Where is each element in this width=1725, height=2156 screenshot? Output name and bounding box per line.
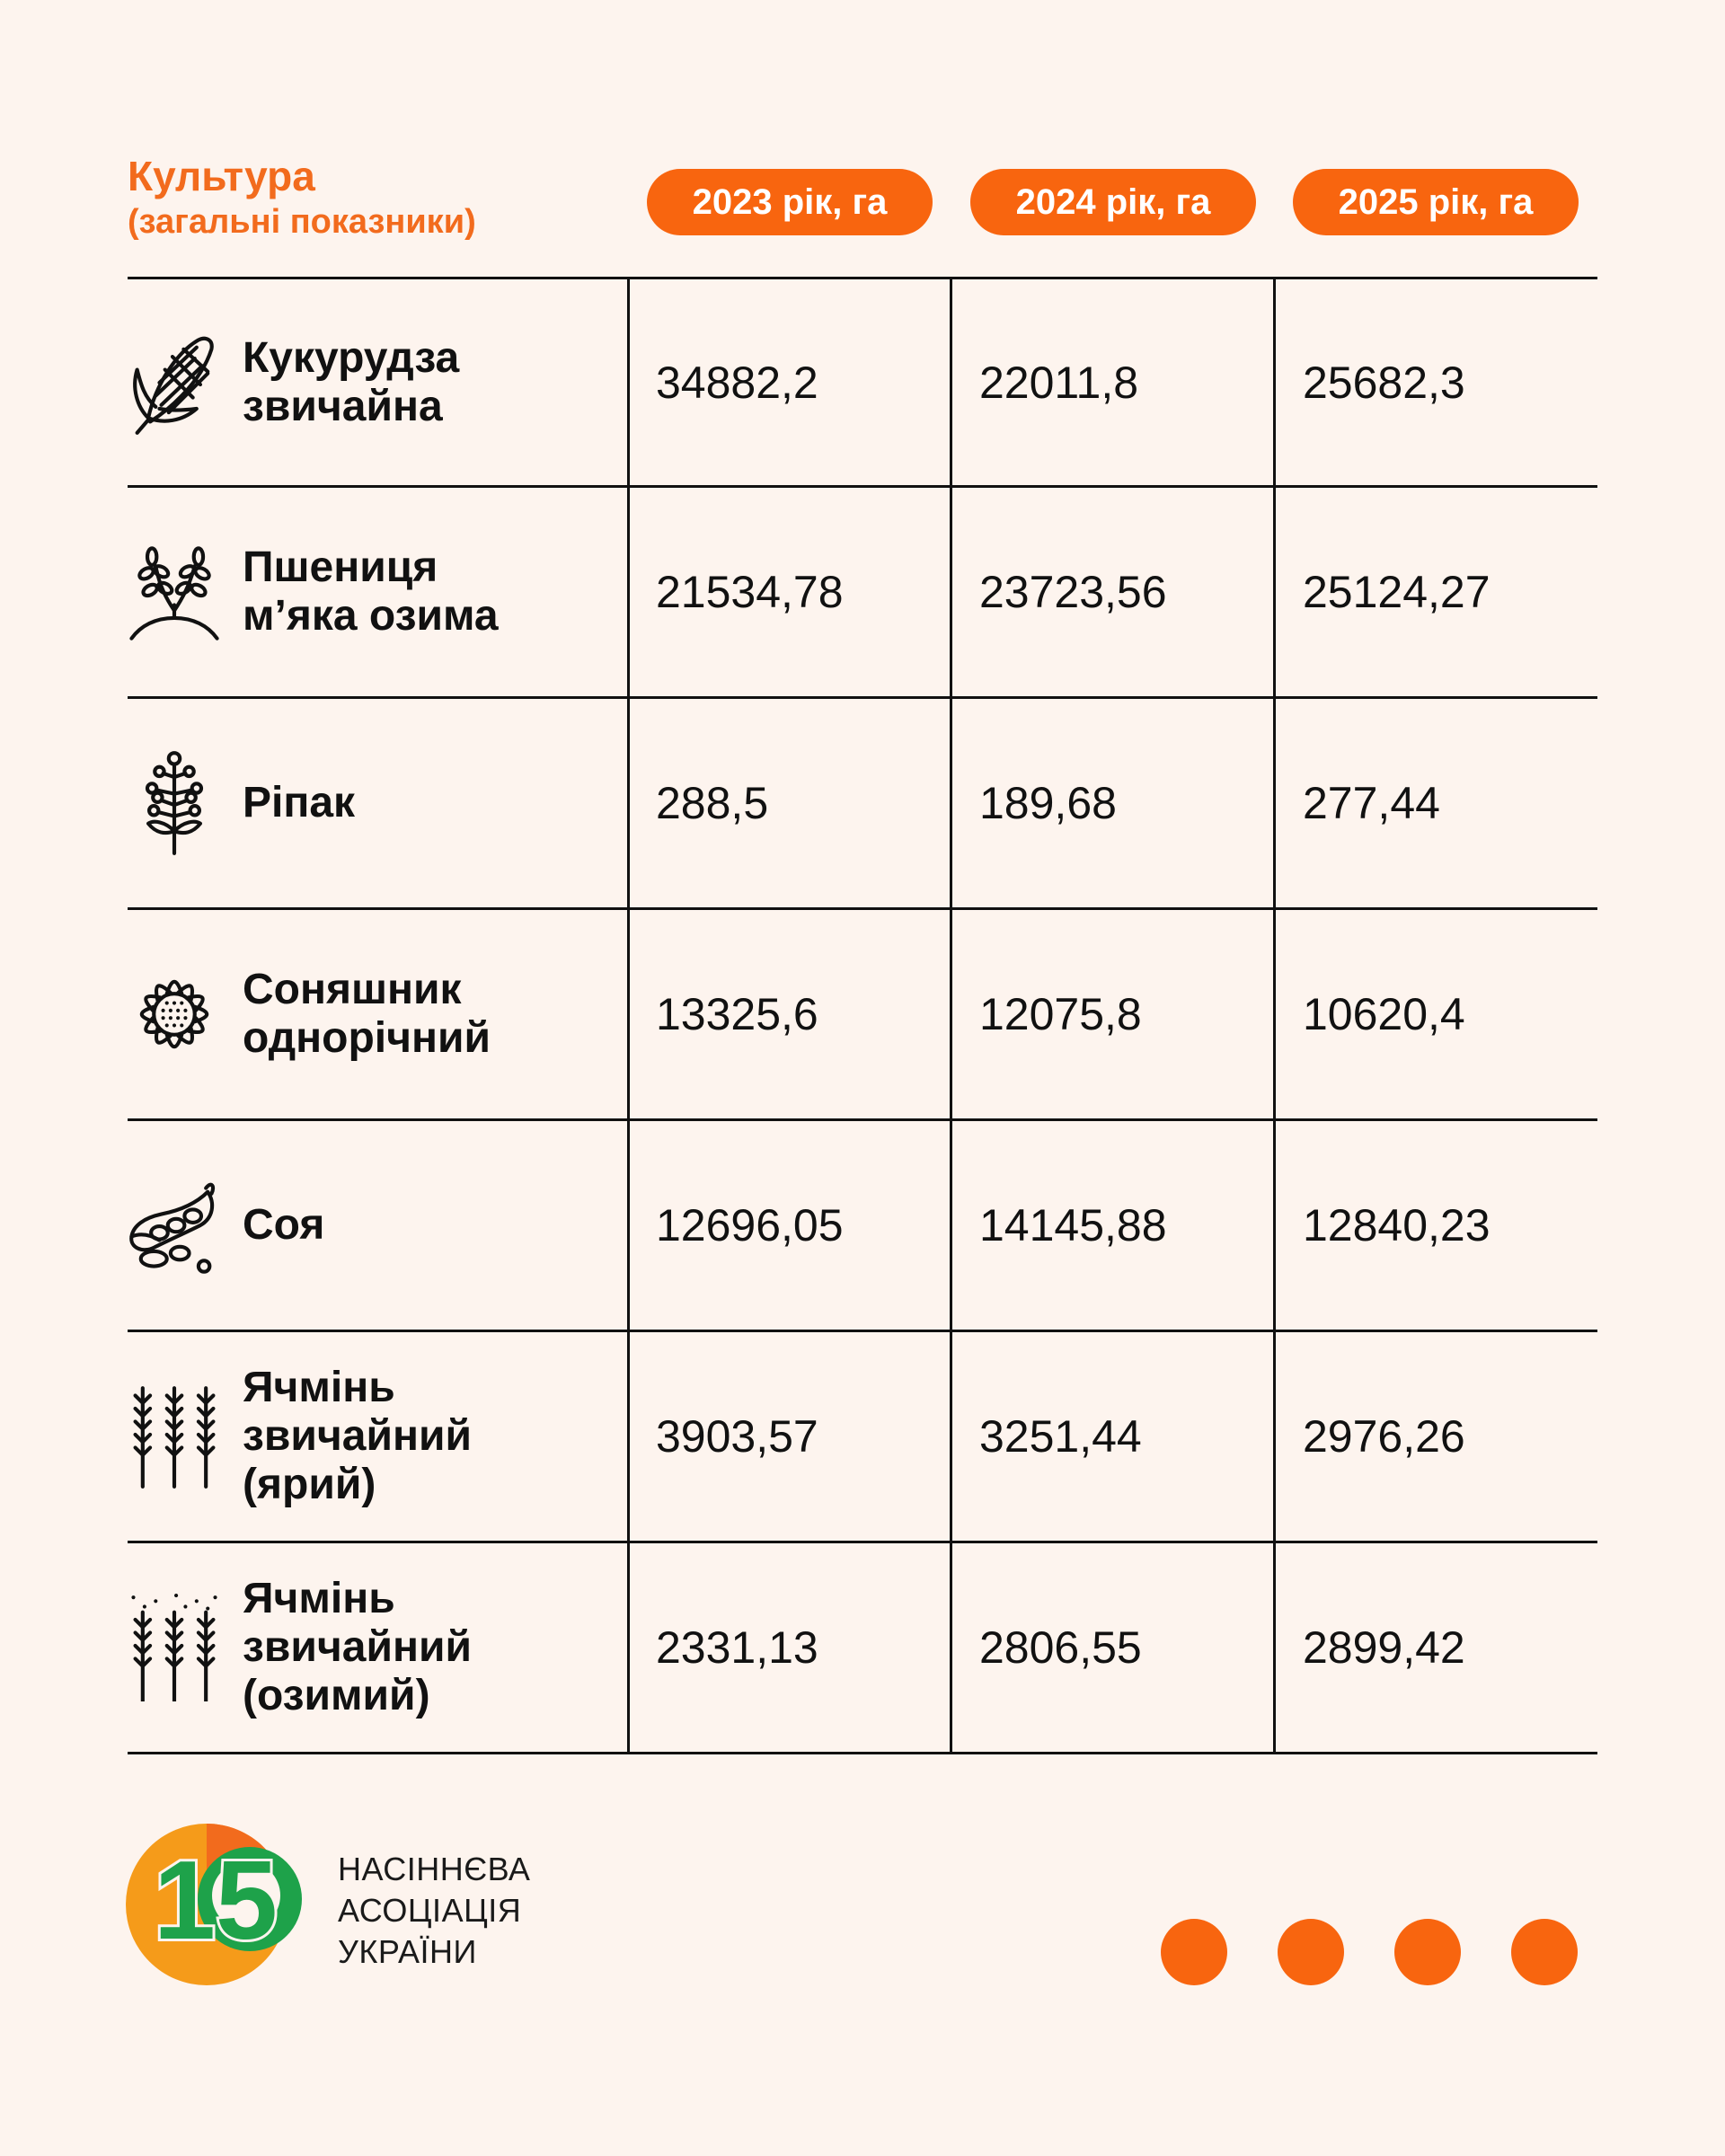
corn-icon [128,329,221,437]
table-row: Соняшник однорічний 13325,6 12075,8 1062… [128,910,1597,1121]
crop-header-subtitle: (загальні показники) [128,203,476,241]
value-2025: 12840,23 [1303,1200,1491,1250]
year-2023-header: 2023 рік, га [647,169,933,235]
value-2025: 25124,27 [1303,567,1491,617]
table-row: Ячмінь звичайний (озимий) 2331,13 2806,5… [128,1543,1597,1754]
decorative-dot [1511,1919,1578,1985]
value-2024: 189,68 [979,778,1117,828]
decorative-dot [1161,1919,1227,1985]
winter-barley-icon [128,1594,221,1701]
value-2024: 3251,44 [979,1411,1142,1462]
rapeseed-icon [128,749,221,857]
value-2025: 10620,4 [1303,989,1465,1039]
soy-icon [128,1171,221,1279]
crop-name: Соя [243,1201,325,1249]
association-name: НАСІННЄВА АСОЦІАЦІЯ УКРАЇНИ [338,1851,531,1970]
value-2023: 21534,78 [656,567,844,617]
crop-name: Соняшник однорічний [243,966,491,1062]
value-2023: 12696,05 [656,1200,844,1250]
table-row: Ріпак 288,5 189,68 277,44 [128,699,1597,910]
year-2024-header: 2024 рік, га [970,169,1256,235]
value-2023: 288,5 [656,778,769,828]
value-2025: 2899,42 [1303,1622,1465,1673]
table-row: Пшениця м’яка озима 21534,78 23723,56 25… [128,488,1597,699]
crop-name: Ріпак [243,779,356,826]
crop-header-title: Культура [128,153,315,199]
value-2023: 34882,2 [656,357,818,408]
value-2024: 23723,56 [979,567,1167,617]
crop-table: Кукурудза звичайна 34882,2 22011,8 25682… [128,277,1597,1754]
value-2025: 277,44 [1303,778,1440,828]
decorative-dot [1278,1919,1344,1985]
crop-name: Пшениця м’яка озима [243,543,499,640]
column-header-crop: Культура (загальні показники) [128,151,476,243]
crop-name: Ячмінь звичайний (ярий) [243,1364,472,1508]
barley-icon [128,1383,221,1490]
value-2023: 3903,57 [656,1411,818,1462]
value-2023: 13325,6 [656,989,818,1039]
table-row: Ячмінь звичайний (ярий) 3903,57 3251,44 … [128,1332,1597,1543]
association-logo: 15 [124,1815,304,1985]
table-row: Кукурудза звичайна 34882,2 22011,8 25682… [128,279,1597,488]
table-row: Соя 12696,05 14145,88 12840,23 [128,1121,1597,1332]
sunflower-icon [128,960,221,1068]
value-2025: 25682,3 [1303,357,1465,408]
value-2024: 12075,8 [979,989,1142,1039]
year-2025-header: 2025 рік, га [1293,169,1579,235]
crop-name: Ячмінь звичайний (озимий) [243,1575,472,1719]
value-2023: 2331,13 [656,1622,818,1673]
decorative-dot [1394,1919,1461,1985]
value-2024: 14145,88 [979,1200,1167,1250]
wheat-icon [128,538,221,646]
value-2025: 2976,26 [1303,1411,1465,1462]
logo-number: 15 [154,1839,278,1963]
crop-name: Кукурудза звичайна [243,333,460,430]
value-2024: 22011,8 [979,357,1139,408]
value-2024: 2806,55 [979,1622,1142,1673]
